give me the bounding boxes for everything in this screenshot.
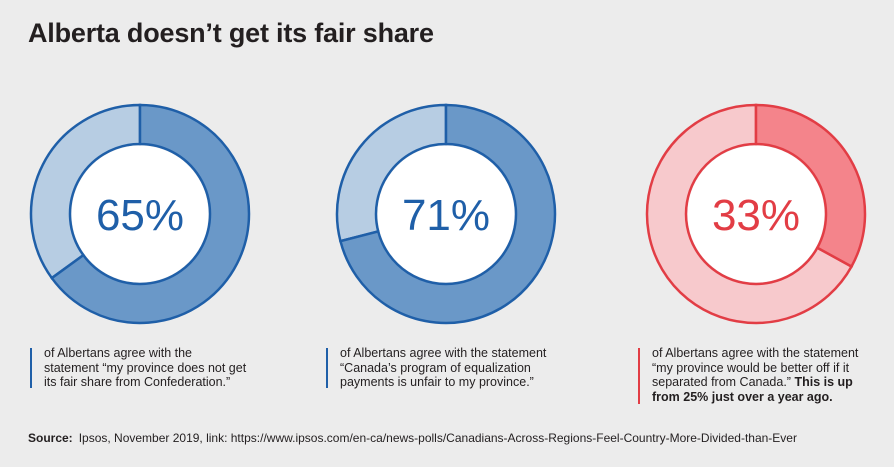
caption-3-line-1: of Albertans agree with the statement (652, 346, 859, 360)
donut-1-center (71, 145, 209, 283)
caption-3-bold-1: This is up (794, 375, 853, 389)
donut-3-value-label: 33% (712, 191, 800, 240)
caption-3-line-3-text: separated from Canada.” (652, 375, 791, 389)
caption-3-line-3: separated from Canada.” This is up (652, 375, 858, 390)
source-text: Ipsos, November 2019, link: https://www.… (78, 431, 797, 445)
donut-charts: 65% 71% 33% (29, 103, 867, 325)
donut-1-value-slice (50, 103, 251, 325)
caption-2: of Albertans agree with the statement “C… (326, 346, 546, 390)
caption-1-line-1: of Albertans agree with the (44, 346, 193, 360)
caption-3-line-2: “my province would be better off if it (652, 360, 850, 375)
caption-2-line-3: payments is unfair to my province.” (340, 375, 534, 389)
caption-3: of Albertans agree with the statement “m… (638, 346, 858, 404)
source-label: Source: (28, 431, 73, 445)
caption-2-line-2: “Canada’s program of equalization (340, 360, 531, 375)
donut-3-center (687, 145, 825, 283)
caption-3-bar (638, 348, 640, 404)
caption-1-line-3: its fair share from Confederation.” (44, 375, 231, 389)
caption-2-line-1: of Albertans agree with the statement (340, 346, 547, 360)
caption-1-bar (30, 348, 32, 388)
donut-3-value-slice (754, 103, 867, 269)
donut-2-value-slice (338, 103, 557, 325)
chart-title: Alberta doesn’t get its fair share (28, 18, 434, 48)
donut-3-rest-slice (645, 103, 854, 325)
caption-2-bar (326, 348, 328, 388)
donut-1-value-label: 65% (96, 191, 184, 240)
caption-1: of Albertans agree with the statement “m… (30, 346, 246, 390)
caption-1-line-2: statement “my province does not get (44, 360, 247, 375)
donut-2-value-label: 71% (402, 191, 490, 240)
donut-1-rest-slice (29, 103, 142, 280)
donut-2-center (377, 145, 515, 283)
caption-3-bold-2: from 25% just over a year ago. (652, 389, 833, 404)
source-note: Source: Ipsos, November 2019, link: https… (28, 431, 797, 445)
caption-3-line-4: from 25% just over a year ago. (652, 390, 858, 405)
